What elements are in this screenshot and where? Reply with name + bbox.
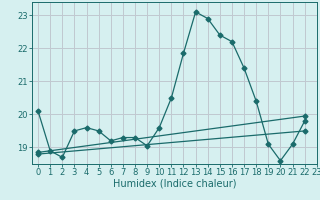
X-axis label: Humidex (Indice chaleur): Humidex (Indice chaleur) [113, 179, 236, 189]
